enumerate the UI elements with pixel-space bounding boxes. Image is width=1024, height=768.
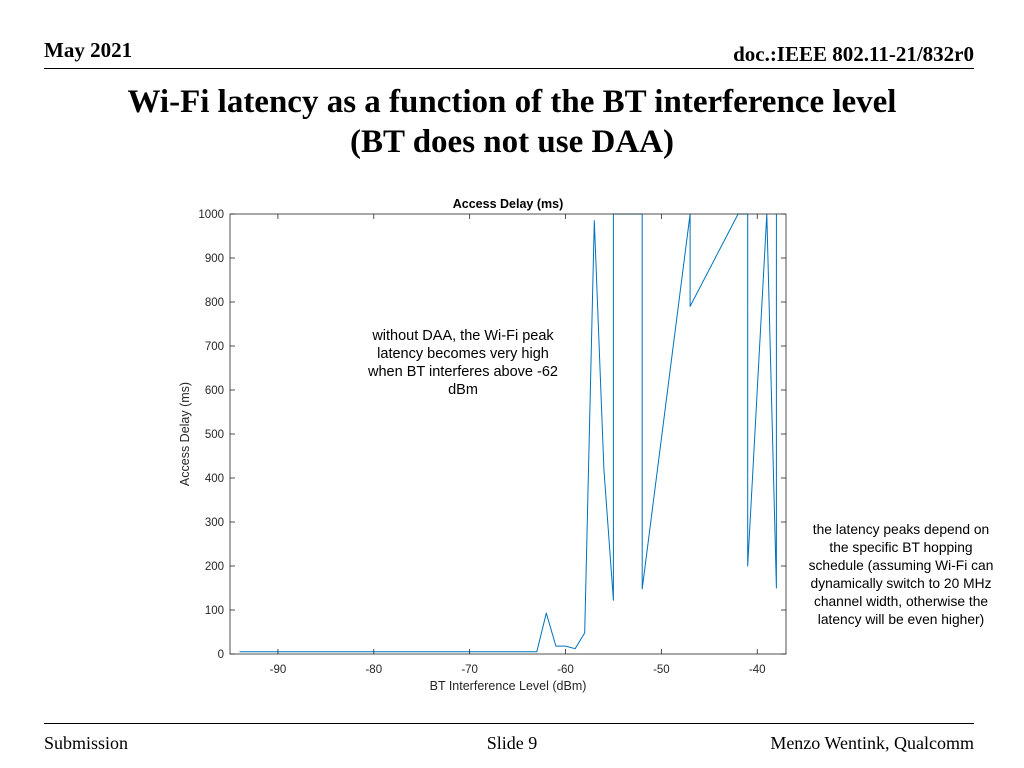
- annotation-no-daa: without DAA, the Wi-Fi peak latency beco…: [368, 328, 558, 398]
- footer-slide-number: Slide 9: [486, 733, 538, 753]
- chart-svg: -90 -80 -70 -60 -50 -40 0 100 200 300 400 500 600 700…: [178, 197, 787, 693]
- x-tick-label: -50: [653, 664, 670, 676]
- y-tick-label: 600: [205, 385, 224, 397]
- footer-submission: Submission: [44, 733, 129, 753]
- slide-title-line-2: (BT does not use DAA): [350, 124, 674, 160]
- footer-author: Menzo Wentink, Qualcomm: [770, 733, 974, 753]
- header-divider: [44, 68, 974, 69]
- slide-title: Wi-Fi latency as a function of the BT in…: [0, 82, 1024, 162]
- header-doc-id: doc.:IEEE 802.11-21/832r0: [733, 42, 974, 66]
- footer-divider: [44, 723, 974, 724]
- header-date: May 2021: [44, 38, 133, 62]
- y-tick-label: 900: [205, 253, 224, 265]
- y-tick-label: 200: [205, 561, 224, 573]
- annotation-hopping: the latency peaks depend on the specific…: [808, 522, 994, 627]
- plot-area: [230, 214, 786, 654]
- x-tick-label: -80: [365, 664, 382, 676]
- chart-title: Access Delay (ms): [453, 197, 563, 211]
- y-tick-label: 1000: [198, 209, 224, 221]
- x-tick-label: -60: [557, 664, 574, 676]
- access-delay-chart: -90 -80 -70 -60 -50 -40 0 100 200 300 400 500 600 700…: [170, 192, 810, 702]
- y-axis-label: Access Delay (ms): [178, 382, 192, 486]
- axes-layer: -90 -80 -70 -60 -50 -40 0 100 200 300 400 500 600 700…: [198, 209, 787, 676]
- y-tick-label: 800: [205, 297, 224, 309]
- x-tick-label: -40: [749, 664, 766, 676]
- y-tick-label: 0: [218, 649, 224, 661]
- y-tick-label: 500: [205, 429, 224, 441]
- y-tick-label: 400: [205, 473, 224, 485]
- y-tick-label: 700: [205, 341, 224, 353]
- y-tick-label: 300: [205, 517, 224, 529]
- x-tick-label: -70: [461, 664, 478, 676]
- x-tick-label: -90: [270, 664, 287, 676]
- slide-title-line-1: Wi-Fi latency as a function of the BT in…: [127, 84, 897, 120]
- x-axis-label: BT Interference Level (dBm): [430, 679, 587, 693]
- y-tick-label: 100: [205, 605, 224, 617]
